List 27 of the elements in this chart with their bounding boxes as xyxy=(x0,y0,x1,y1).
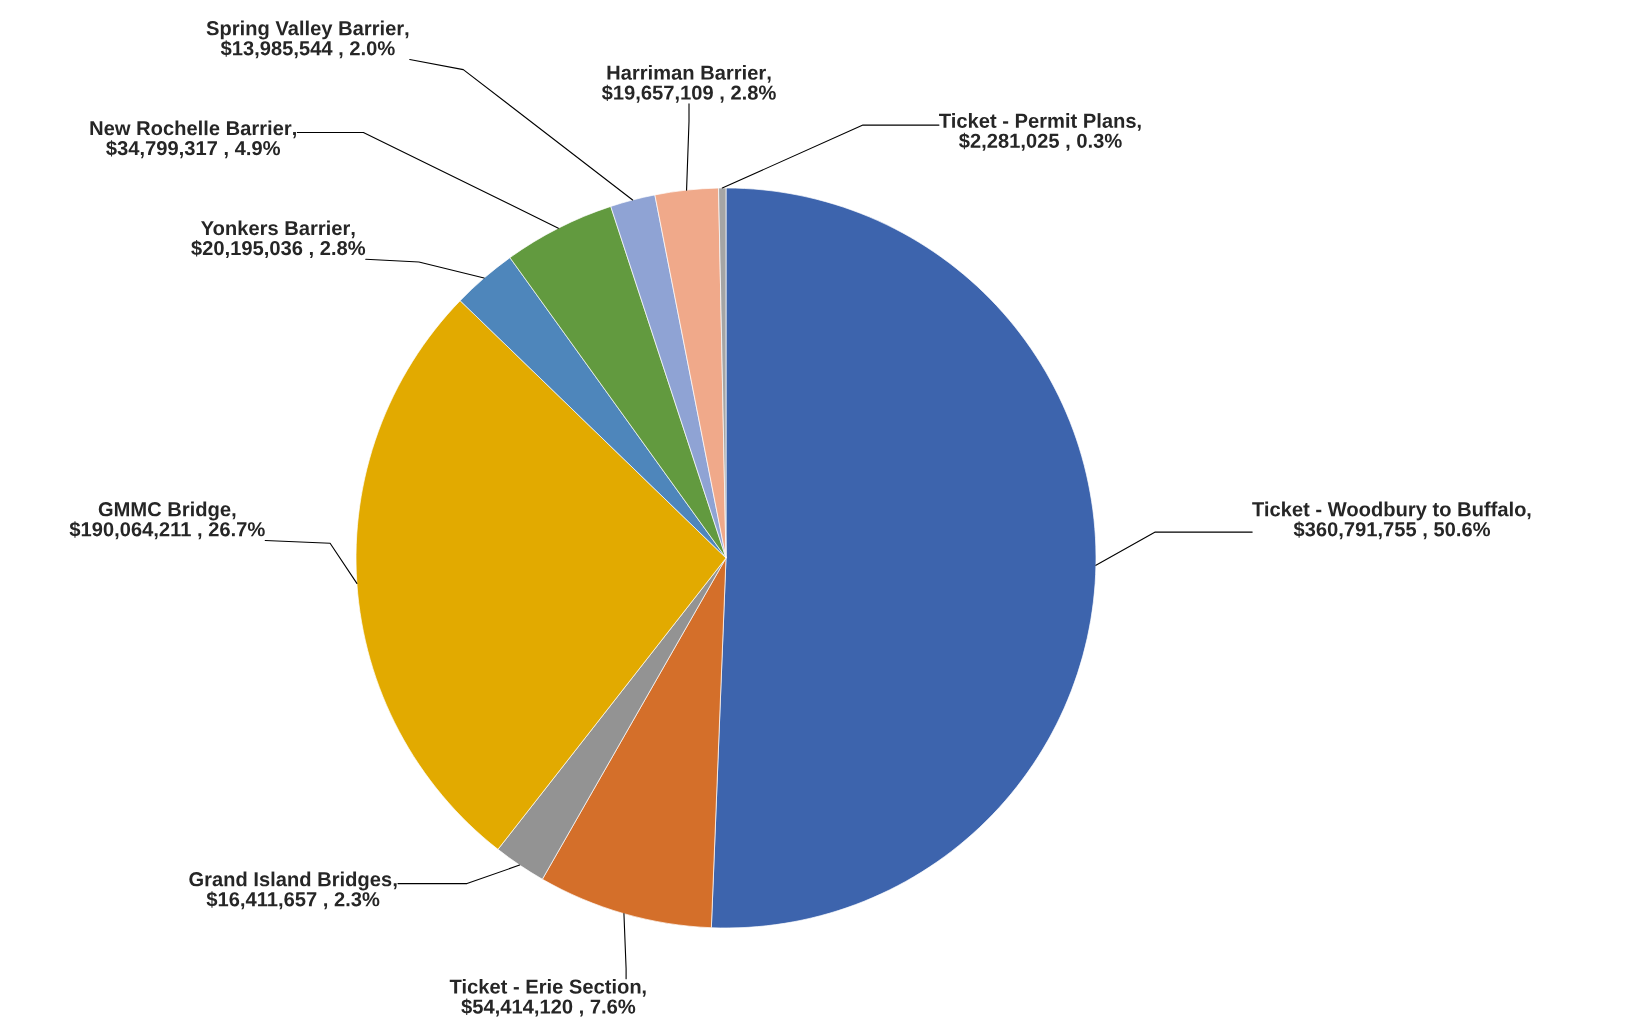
slice-label: Yonkers Barrier xyxy=(201,220,350,236)
text: , xyxy=(1527,513,1531,520)
text: , xyxy=(767,76,771,83)
text: , xyxy=(642,990,646,997)
slice-label: Harriman Barrier xyxy=(607,65,766,80)
slice-label: New Rochelle Barrier xyxy=(90,120,292,136)
slice-label: GMMC Bridge xyxy=(98,501,231,521)
data-label: $2,281,025 , 0.3% xyxy=(959,132,1122,151)
slice-label: Grand Island Bridges xyxy=(189,871,392,891)
data-label: $19,657,109 , 2.8% xyxy=(601,84,776,103)
slice-label: Ticket - Erie Section xyxy=(449,978,641,994)
slice-label: Ticket - Permit Plans xyxy=(939,113,1136,128)
text: , xyxy=(1137,124,1141,131)
text: , xyxy=(405,32,409,39)
data-label: $190,064,211 , 26.7% xyxy=(69,521,265,540)
slice-label: Ticket - Woodbury to Buffalo xyxy=(1252,501,1526,521)
slice-label: Spring Valley Barrier xyxy=(206,20,404,40)
text: , xyxy=(393,883,397,890)
data-label: $360,791,755 , 50.6% xyxy=(1293,521,1491,540)
data-label: $20,195,036 , 2.8% xyxy=(191,240,366,259)
text: , xyxy=(351,232,355,239)
data-label: $54,414,120 , 7.6% xyxy=(461,998,636,1017)
text: , xyxy=(293,132,296,139)
data-label: $13,985,544 , 2.0% xyxy=(220,40,395,59)
data-label: $34,799,317 , 4.9% xyxy=(106,140,281,159)
data-label: $16,411,657 , 2.3% xyxy=(206,891,380,910)
text: , xyxy=(232,513,236,520)
